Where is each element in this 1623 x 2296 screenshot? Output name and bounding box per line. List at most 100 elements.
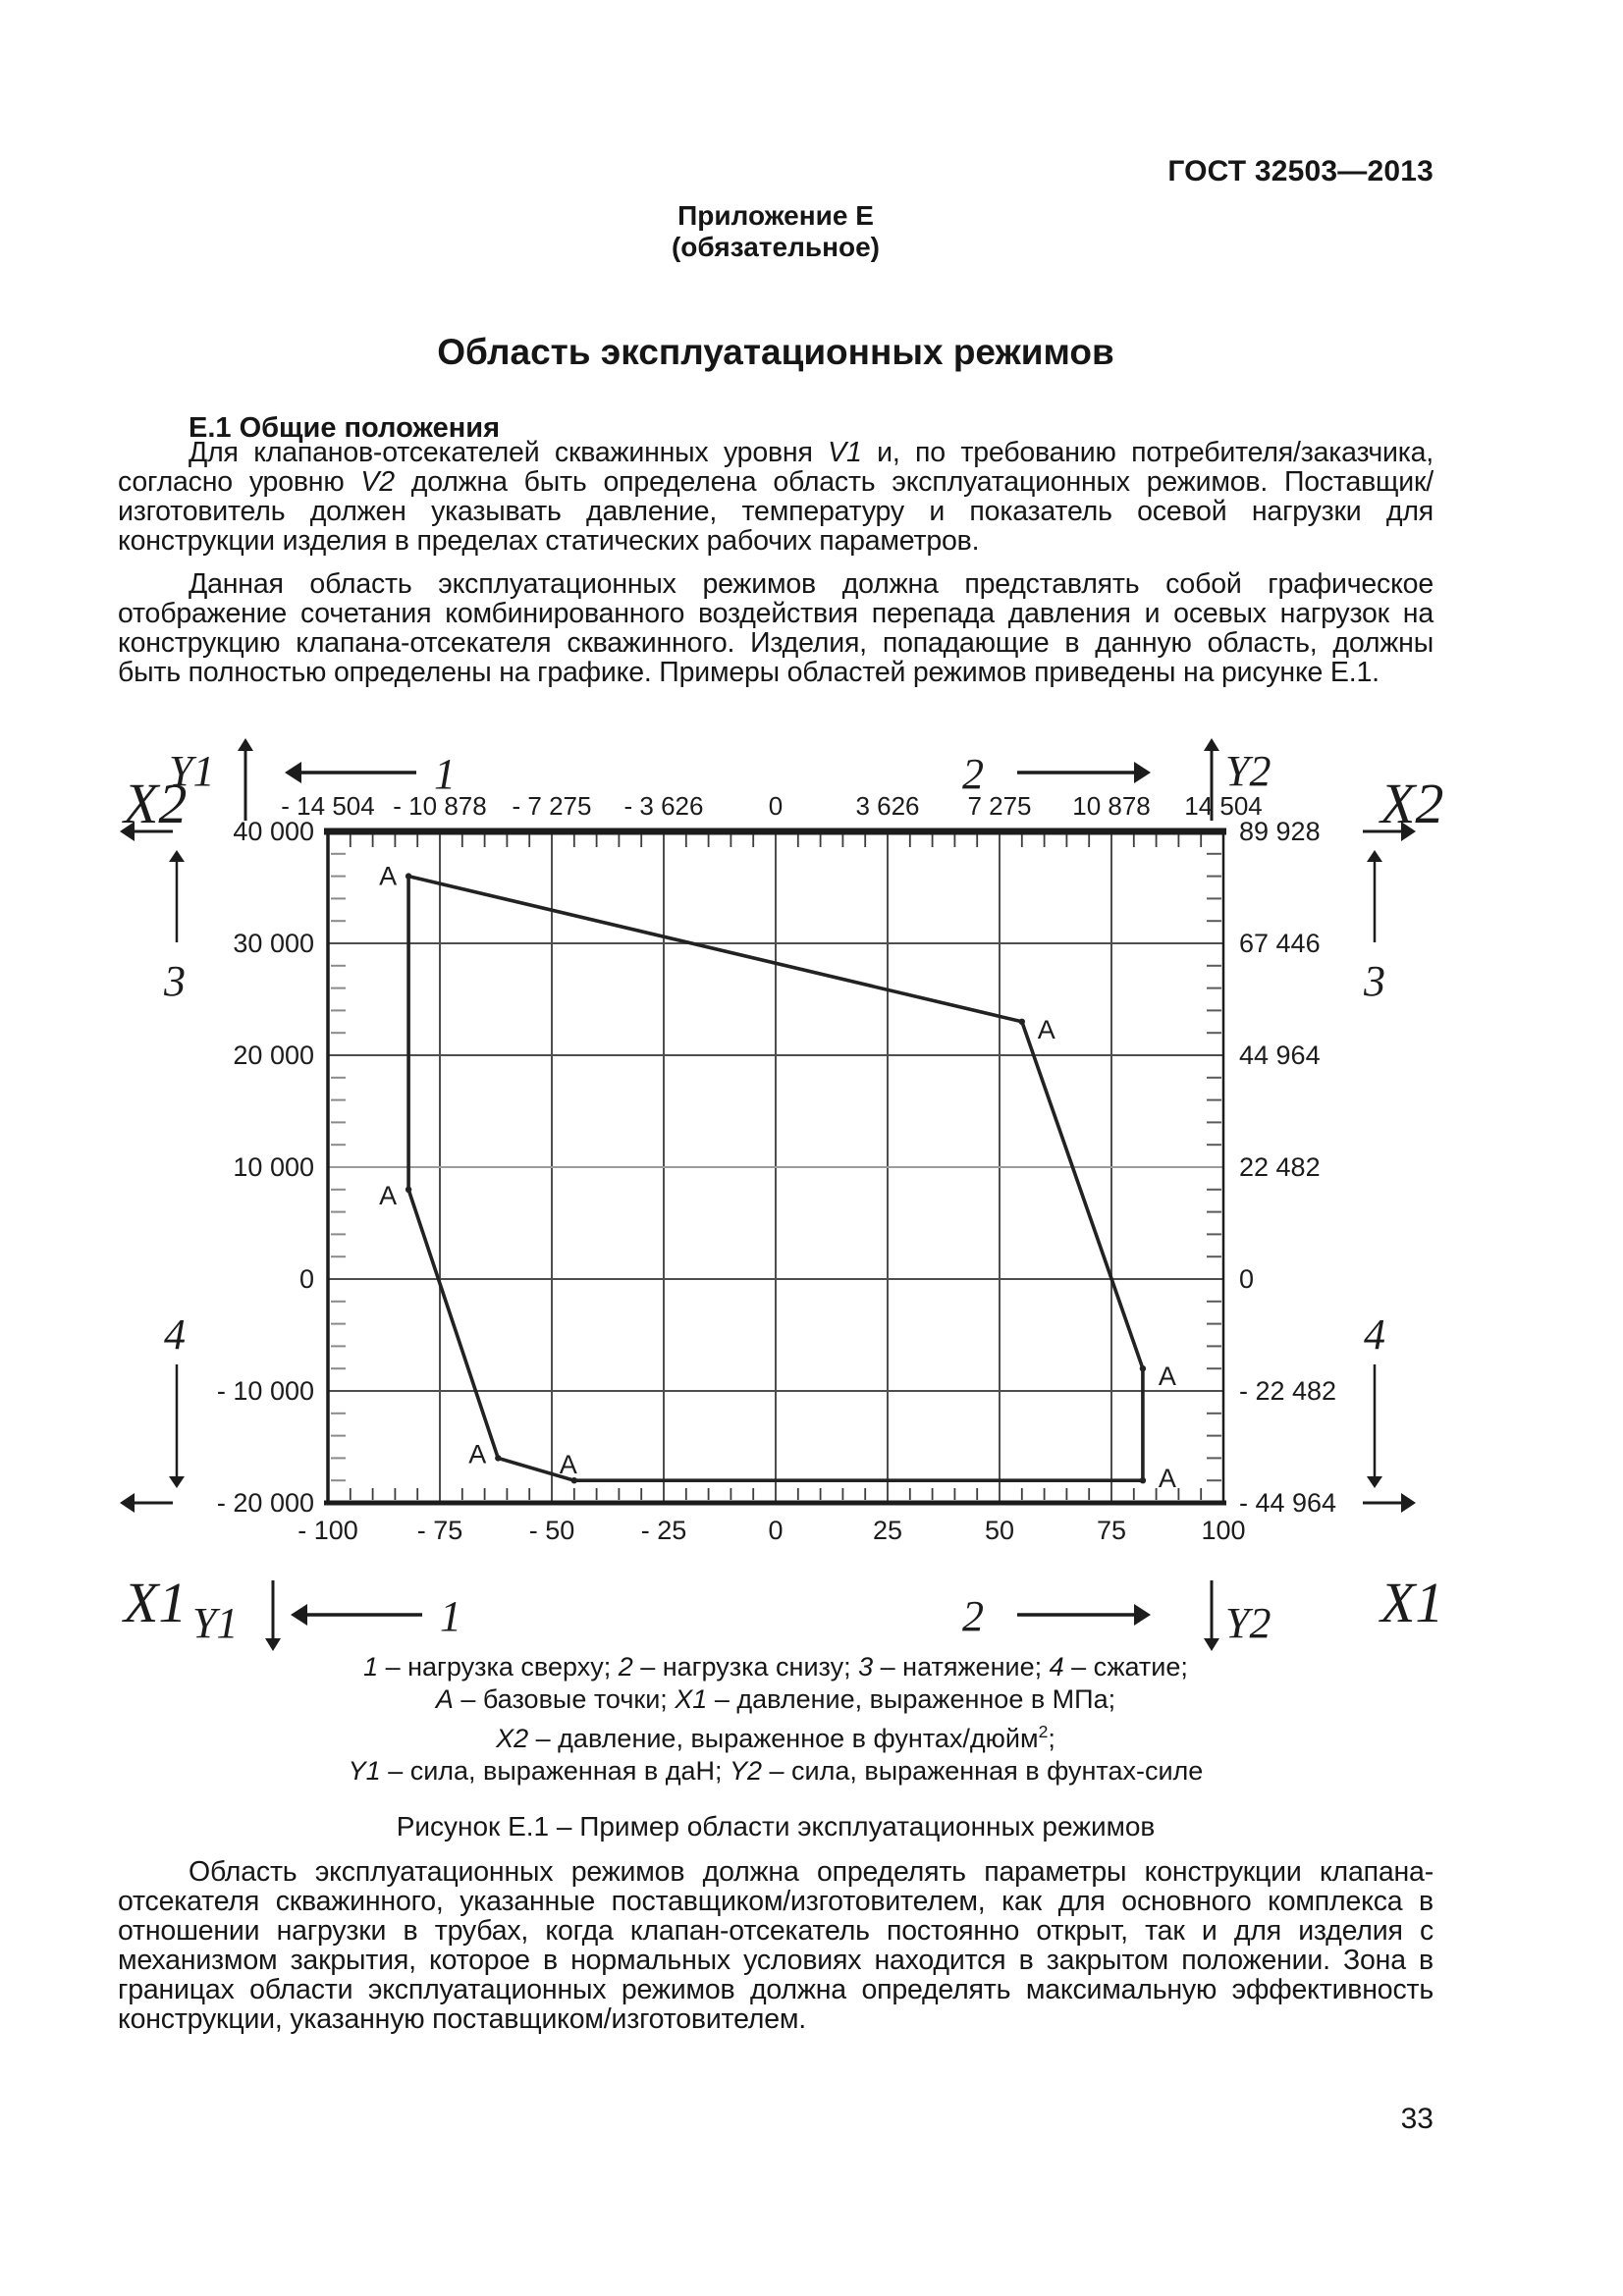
svg-text:40 000: 40 000 [233,817,314,846]
base-point-label: A [379,1181,397,1210]
legend-line: А – базовые точки; X1 – давление, выраже… [435,1684,1116,1714]
up-arrow-icon [1367,850,1382,862]
y1-axis-label: Y1 [169,747,214,795]
right-arrow-icon [1134,1604,1151,1626]
down-arrow-icon [169,1476,185,1488]
svg-text:- 100: - 100 [298,1516,358,1545]
svg-text:- 25: - 25 [641,1516,687,1545]
svg-text:50: 50 [985,1516,1014,1545]
svg-text:25: 25 [873,1516,902,1545]
plot-frame [324,828,1226,1506]
figure-caption: Рисунок Е.1 – Пример области эксплуатаци… [396,1811,1156,1842]
page-number: 33 [1400,2103,1434,2135]
base-point-label: A [468,1439,486,1468]
svg-text:100: 100 [1201,1516,1245,1545]
svg-text:- 10 000: - 10 000 [217,1376,314,1406]
right-arrow-icon [1401,1493,1416,1513]
svg-text:89 928: 89 928 [1239,817,1321,846]
up-arrow-icon [238,738,253,751]
right-arrow-icon [1134,762,1151,783]
tension-label: 3 [1363,957,1385,1005]
x2-axis-tick-labels: - 14 504 - 10 878 - 7 275 - 3 626 0 3 626 7 27… [281,791,1262,821]
svg-text:- 44 964: - 44 964 [1239,1488,1336,1518]
base-point [1139,1477,1147,1484]
right-arrow-icon [1401,822,1416,841]
base-point-label: A [1159,1362,1176,1391]
left-arrow-icon [285,762,301,783]
svg-text:0: 0 [769,791,783,821]
minor-ticks [331,834,1221,1500]
base-point [1139,1365,1147,1372]
figure-legend: 1 – нагрузка сверху; 2 – нагрузка снизу;… [118,1651,1434,1788]
base-point-label: A [1159,1464,1176,1493]
svg-text:22 482: 22 482 [1239,1152,1321,1182]
paragraph: Область эксплуатационных режимов должна … [118,1856,1434,2035]
tension-compression-labels: 3 4 3 4 [163,850,1385,1488]
load-below-label: 2 [962,750,984,798]
appendix-type: (обязательное) [671,232,880,262]
up-arrow-icon [1204,738,1219,751]
svg-text:44 964: 44 964 [1239,1041,1321,1070]
svg-text:- 75: - 75 [417,1516,463,1545]
svg-text:30 000: 30 000 [233,929,314,958]
base-point [1018,1018,1026,1026]
svg-text:20 000: 20 000 [233,1041,314,1070]
closing-paragraph-block: Область эксплуатационных режимов должна … [118,1857,1434,2048]
base-point-label: A [1038,1015,1055,1044]
svg-text:0: 0 [1239,1264,1254,1294]
base-point [570,1477,577,1484]
svg-text:75: 75 [1097,1516,1126,1545]
svg-text:- 3 626: - 3 626 [624,791,704,821]
y1-axis-tick-labels: 40 000 30 000 20 000 10 000 0 - 10 000 - 20 00… [217,817,314,1518]
svg-text:0: 0 [768,1516,783,1545]
x1-axis-label: X1 [122,1571,187,1634]
figure-e1-chart: A A A A A A A - 14 504 - 10 878 - 7 275 - 3 626 0 3 … [120,738,1443,1651]
x1-axis-label: X1 [1379,1571,1443,1634]
base-point [405,873,412,880]
load-above-label: 1 [434,750,456,798]
left-arrow-icon [120,822,135,841]
legend-line: X2 – давление, выраженное в фунтах/дюйм2… [496,1722,1055,1753]
document-code: ГОСТ 32503—2013 [1167,155,1434,187]
base-point-label: A [560,1450,577,1479]
base-point [405,1186,412,1194]
svg-text:- 14 504: - 14 504 [281,791,374,821]
y2-axis-tick-labels: 89 928 67 446 44 964 22 482 0 - 22 482 - 44 96… [1239,817,1336,1518]
svg-text:- 50: - 50 [529,1516,575,1545]
y1-axis-label: Y1 [192,1599,238,1647]
paragraph: Данная область эксплуатационных режимов … [118,568,1434,688]
legend-line: 1 – нагрузка сверху; 2 – нагрузка снизу;… [363,1652,1188,1682]
paragraph: Для клапанов-отсекателей скважинных уров… [118,437,1434,557]
svg-text:3 626: 3 626 [855,791,919,821]
svg-text:- 20 000: - 20 000 [217,1488,314,1518]
down-arrow-icon [1367,1476,1382,1488]
appendix-block: Приложение Е (обязательное) [118,200,1434,263]
load-below-label: 2 [962,1592,984,1640]
x2-axis-label: X2 [1379,772,1443,835]
down-arrow-icon [265,1638,281,1651]
axis-end-arrows [120,822,1416,1513]
compression-label: 4 [164,1310,186,1359]
left-arrow-icon [120,1493,135,1513]
page-title: Область эксплуатационных режимов [437,332,1114,372]
load-above-label: 1 [440,1592,461,1640]
svg-text:10 878: 10 878 [1072,791,1151,821]
plot-grid [328,831,1223,1503]
base-point-label: A [379,862,397,891]
svg-text:- 22 482: - 22 482 [1239,1376,1336,1406]
top-direction-row: Y1 1 2 Y2 [169,738,1271,821]
up-arrow-icon [169,850,185,862]
svg-text:0: 0 [299,1264,314,1294]
svg-text:67 446: 67 446 [1239,929,1321,958]
svg-text:- 7 275: - 7 275 [513,791,592,821]
compression-label: 4 [1364,1310,1385,1359]
base-point [495,1455,502,1462]
svg-text:10 000: 10 000 [233,1152,314,1182]
body-paragraphs: Для клапанов-отсекателей скважинных уров… [118,438,1434,701]
x1-axis-tick-labels: - 100 - 75 - 50 - 25 0 25 50 75 100 [298,1516,1245,1545]
svg-text:7 275: 7 275 [967,791,1031,821]
left-arrow-icon [291,1604,307,1626]
svg-text:- 10 878: - 10 878 [393,791,486,821]
down-arrow-icon [1204,1638,1219,1651]
